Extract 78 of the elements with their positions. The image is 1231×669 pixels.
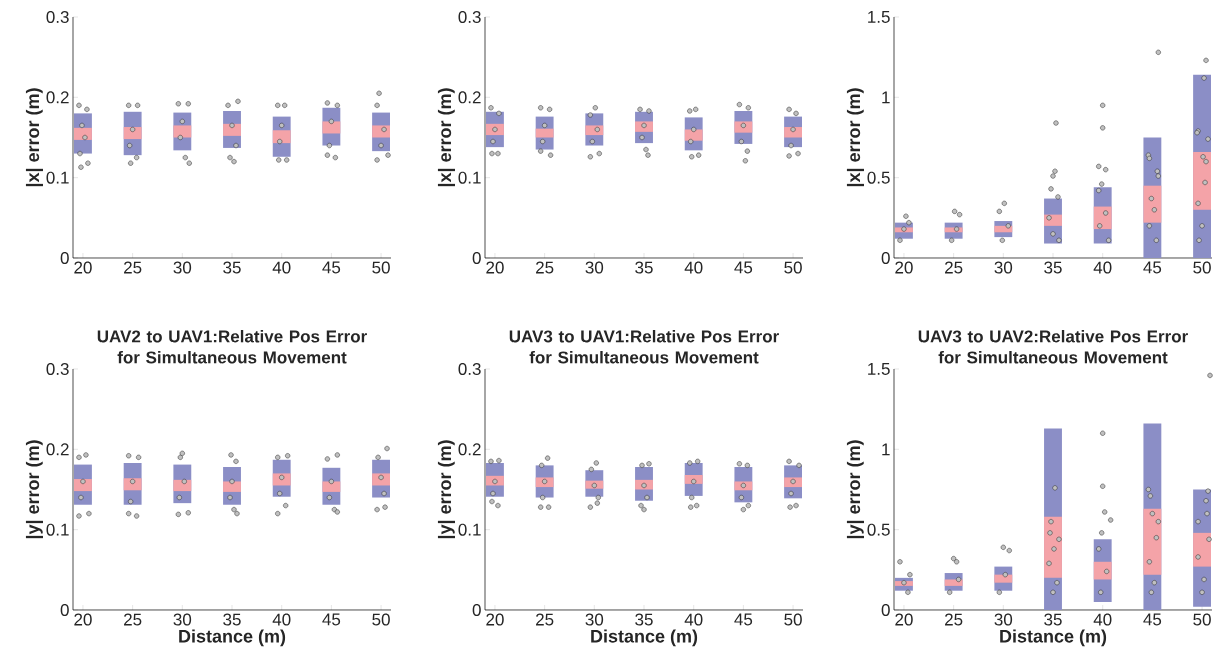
x-tick-label: 35 — [635, 613, 653, 626]
x-tick-label: 25 — [536, 613, 554, 626]
y-tick-label: 0 — [472, 251, 481, 265]
y-tick-label: 0.1 — [46, 171, 69, 184]
x-axis-title: Distance (m) — [179, 629, 286, 647]
y-tick-label: 0.5 — [867, 171, 890, 184]
y-tick-label: 1 — [882, 443, 890, 456]
y-axis-title: |x| error (m) — [437, 88, 455, 187]
x-tick-label: 25 — [945, 261, 963, 274]
y-axis-title: |y| error (m) — [846, 440, 864, 539]
x-tick-label: 35 — [223, 613, 241, 626]
x-axis-title: Distance (m) — [591, 629, 698, 647]
x-tick-label: 45 — [1143, 261, 1162, 274]
x-tick-label: 30 — [585, 261, 604, 274]
x-tick-label: 20 — [895, 261, 913, 274]
x-tick-label: 35 — [635, 261, 653, 274]
y-tick-label: 0 — [881, 251, 890, 265]
x-tick-label: 20 — [74, 613, 92, 626]
x-tick-label: 40 — [272, 261, 291, 274]
x-tick-label: 45 — [322, 613, 341, 626]
y-tick-label: 1.5 — [868, 363, 890, 375]
x-tick-label: 50 — [784, 261, 802, 274]
x-tick-label: 30 — [994, 613, 1013, 626]
x-tick-label: 40 — [1093, 261, 1112, 274]
y-tick-label: 0.3 — [46, 362, 69, 376]
x-tick-label: 25 — [536, 261, 554, 274]
y-tick-label: 0.3 — [458, 362, 481, 376]
x-tick-label: 50 — [1193, 613, 1211, 626]
x-tick-label: 50 — [372, 613, 390, 626]
x-tick-label: 45 — [734, 613, 753, 626]
x-tick-label: 40 — [684, 261, 703, 274]
chart-title: UAV3 to UAV1:Relative Pos Error for Simultaneous Movement — [509, 329, 779, 364]
y-tick-label: 0 — [881, 603, 890, 617]
y-tick-label: 0.3 — [458, 10, 481, 24]
y-tick-label: 1.5 — [868, 11, 890, 23]
x-tick-label: 20 — [486, 261, 504, 274]
x-tick-label: 25 — [945, 613, 963, 626]
y-tick-label: 0 — [60, 251, 69, 265]
x-tick-label: 35 — [1044, 261, 1062, 274]
x-tick-label: 40 — [272, 613, 291, 626]
y-axis-title: |y| error (m) — [25, 440, 43, 539]
x-tick-label: 25 — [124, 261, 142, 274]
y-tick-label: 0 — [60, 603, 69, 617]
chart-title: UAV3 to UAV2:Relative Pos Error for Simultaneous Movement — [918, 329, 1188, 364]
x-tick-label: 50 — [784, 613, 802, 626]
x-tick-label: 25 — [124, 613, 142, 626]
y-tick-label: 0.2 — [46, 443, 69, 456]
x-tick-label: 40 — [1093, 613, 1112, 626]
y-axis-title: |y| error (m) — [437, 440, 455, 539]
x-tick-label: 30 — [173, 613, 192, 626]
y-tick-label: 1 — [882, 91, 890, 104]
chart-title: UAV2 to UAV1:Relative Pos Error for Simultaneous Movement — [97, 329, 367, 364]
x-tick-label: 20 — [74, 261, 92, 274]
x-tick-label: 30 — [994, 261, 1013, 274]
y-axis-title: |x| error (m) — [25, 88, 43, 187]
x-tick-label: 30 — [173, 261, 192, 274]
x-tick-label: 45 — [322, 261, 341, 274]
x-tick-label: 50 — [1193, 261, 1211, 274]
y-tick-label: 0.2 — [46, 91, 69, 104]
x-tick-label: 20 — [895, 613, 913, 626]
x-axis-title: Distance (m) — [1000, 629, 1107, 647]
y-tick-label: 0 — [472, 603, 481, 617]
y-tick-label: 0.2 — [458, 91, 481, 104]
x-tick-label: 35 — [223, 261, 241, 274]
x-tick-label: 45 — [734, 261, 753, 274]
x-tick-label: 40 — [684, 613, 703, 626]
x-tick-label: 20 — [486, 613, 504, 626]
x-tick-label: 45 — [1143, 613, 1162, 626]
y-tick-label: 0.1 — [458, 523, 481, 536]
x-tick-label: 50 — [372, 261, 390, 274]
x-tick-label: 35 — [1044, 613, 1062, 626]
y-tick-label: 0.2 — [458, 443, 481, 456]
y-axis-title: |x| error (m) — [846, 88, 864, 187]
y-tick-label: 0.1 — [458, 171, 481, 184]
y-tick-label: 0.5 — [867, 523, 890, 536]
y-tick-label: 0.3 — [46, 10, 69, 24]
y-tick-label: 0.1 — [46, 523, 69, 536]
x-tick-label: 30 — [585, 613, 604, 626]
